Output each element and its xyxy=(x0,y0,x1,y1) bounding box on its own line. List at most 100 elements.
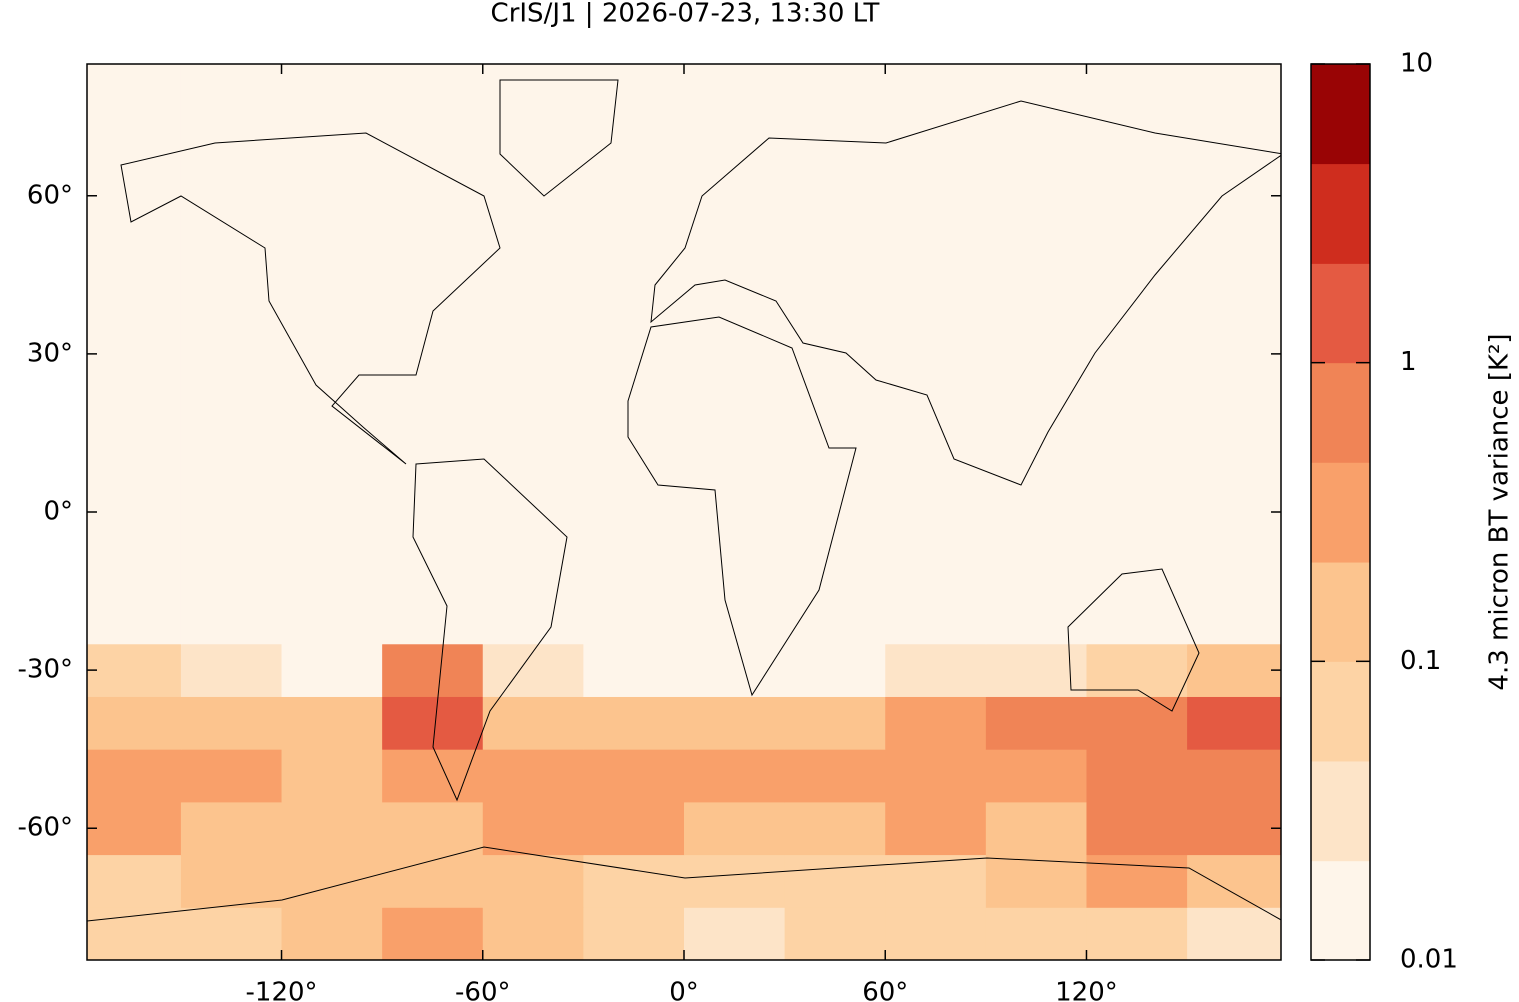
colorbar-band xyxy=(1311,661,1370,762)
colorbar-band xyxy=(1311,860,1370,961)
heatmap-cell xyxy=(87,801,182,856)
coastline xyxy=(87,846,1281,922)
heatmap-cell xyxy=(180,907,283,960)
colorbar-band xyxy=(1311,362,1370,463)
heatmap-cell xyxy=(281,801,383,856)
heatmap-cell xyxy=(87,907,182,960)
heatmap-cell xyxy=(1086,801,1188,856)
heatmap-cell xyxy=(985,696,1087,750)
heatmap-cell xyxy=(382,749,484,803)
heatmap-cell xyxy=(382,64,484,645)
colorbar-tick-label: 0.01 xyxy=(1400,945,1458,975)
heatmap-cell xyxy=(87,64,182,645)
colorbar-tick-label: 1 xyxy=(1400,347,1417,377)
coastline xyxy=(650,100,1281,486)
heatmap-cell xyxy=(784,643,886,697)
heatmap-cell xyxy=(87,696,182,750)
heatmap-cell xyxy=(1086,696,1188,750)
heatmap-cell xyxy=(885,643,987,697)
heatmap-cell xyxy=(684,696,786,750)
heatmap-cell xyxy=(180,801,283,856)
heatmap-cell xyxy=(885,907,987,960)
heatmap-cell xyxy=(684,854,786,908)
coastline xyxy=(627,316,857,697)
heatmap-cell xyxy=(281,64,383,645)
heatmap xyxy=(87,64,1281,960)
heatmap-cell xyxy=(1187,64,1281,645)
heatmap-cell xyxy=(1187,854,1281,908)
heatmap-cell xyxy=(684,801,786,856)
coastline xyxy=(1067,568,1200,712)
heatmap-cell xyxy=(885,64,987,645)
colorbar-tick-label: 10 xyxy=(1400,49,1433,79)
heatmap-cell xyxy=(583,801,685,856)
heatmap-cell xyxy=(583,907,685,960)
heatmap-cell xyxy=(684,643,786,697)
heatmap-cell xyxy=(985,907,1087,960)
heatmap-cell xyxy=(784,854,886,908)
heatmap-cell xyxy=(1086,749,1188,803)
heatmap-cell xyxy=(583,854,685,908)
heatmap-cell xyxy=(784,696,886,750)
heatmap-cell xyxy=(583,64,685,645)
heatmap-cell xyxy=(180,696,283,750)
heatmap-cell xyxy=(180,854,283,908)
colorbar: 0.01 0.1 1 10 xyxy=(1310,49,1458,975)
heatmap-cell xyxy=(1086,854,1188,908)
heatmap-cell xyxy=(382,801,484,856)
y-tick-label: 0° xyxy=(43,497,73,527)
heatmap-cell xyxy=(784,907,886,960)
heatmap-cell xyxy=(784,801,886,856)
x-tick-label: -60° xyxy=(455,978,510,1002)
colorbar-band xyxy=(1311,163,1370,264)
heatmap-cell xyxy=(784,749,886,803)
colorbar-band xyxy=(1311,263,1370,364)
coastline xyxy=(120,132,501,465)
heatmap-cell xyxy=(482,64,584,645)
heatmap-cell xyxy=(281,749,383,803)
heatmap-cell xyxy=(885,696,987,750)
colorbar-band xyxy=(1311,462,1370,563)
heatmap-cell xyxy=(382,907,484,960)
heatmap-cell xyxy=(583,696,685,750)
heatmap-cell xyxy=(482,854,584,908)
heatmap-cell xyxy=(87,643,182,697)
heatmap-cell xyxy=(1187,643,1281,697)
heatmap-cell xyxy=(684,907,786,960)
heatmap-cell xyxy=(985,801,1087,856)
coastline xyxy=(412,458,568,802)
heatmap-cell xyxy=(281,907,383,960)
heatmap-cell xyxy=(784,64,886,645)
heatmap-cell xyxy=(281,854,383,908)
heatmap-cell xyxy=(1187,801,1281,856)
heatmap-cell xyxy=(482,643,584,697)
heatmap-cell xyxy=(684,749,786,803)
heatmap-cell xyxy=(885,801,987,856)
heatmap-cell xyxy=(180,643,283,697)
heatmap-cell xyxy=(583,643,685,697)
colorbar-label: 4.3 micron BT variance [K²] xyxy=(1485,333,1515,690)
heatmap-cell xyxy=(382,696,484,750)
heatmap-cell xyxy=(482,801,584,856)
heatmap-cell xyxy=(382,643,484,697)
heatmap-cell xyxy=(1086,64,1188,645)
colorbar-band xyxy=(1311,562,1370,662)
x-tick-label: 60° xyxy=(862,978,908,1002)
heatmap-cell xyxy=(382,854,484,908)
heatmap-cell xyxy=(985,64,1087,645)
heatmap-cell xyxy=(885,854,987,908)
x-tick-label: 120° xyxy=(1055,978,1118,1002)
heatmap-cell xyxy=(583,749,685,803)
colorbar-band xyxy=(1311,760,1370,862)
heatmap-cell xyxy=(482,907,584,960)
colorbar-band xyxy=(1311,64,1370,165)
heatmap-cell xyxy=(1086,643,1188,697)
heatmap-cell xyxy=(180,749,283,803)
heatmap-cell xyxy=(180,64,283,645)
heatmap-cell xyxy=(985,643,1087,697)
colorbar-tick-label: 0.1 xyxy=(1400,646,1441,676)
heatmap-cell xyxy=(482,749,584,803)
x-tick-label: 0° xyxy=(669,978,699,1002)
y-tick-label: -60° xyxy=(18,813,73,843)
